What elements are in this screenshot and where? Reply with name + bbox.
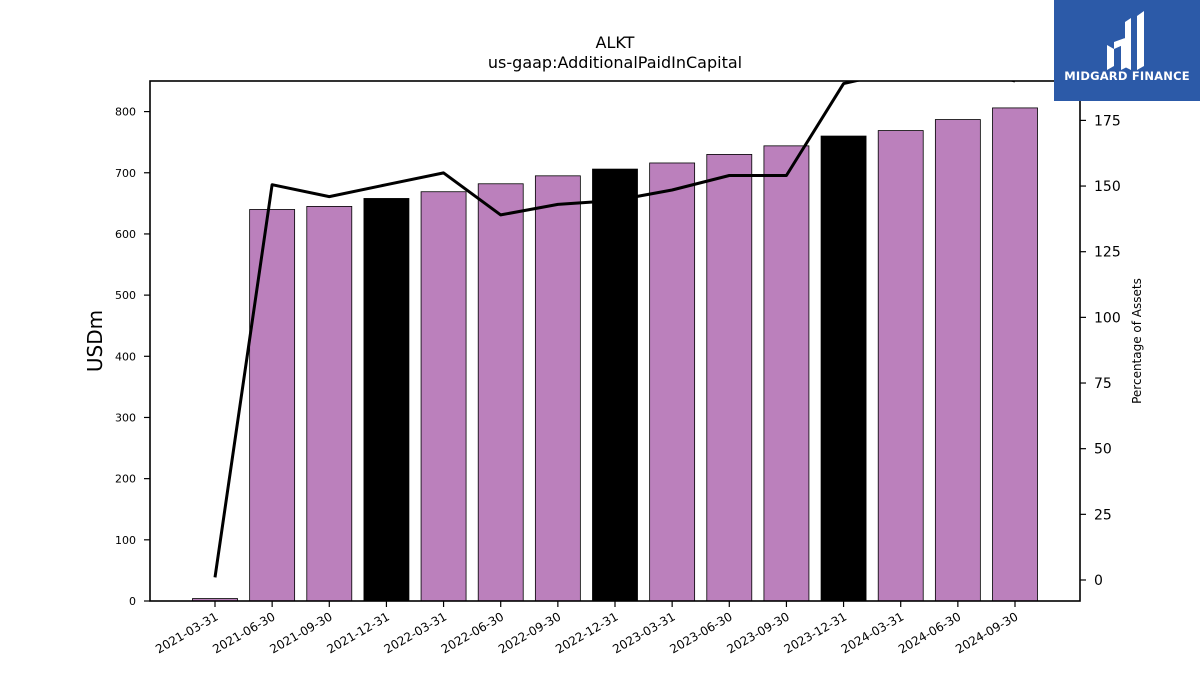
x-tick-label: 2022-03-31 (382, 609, 449, 656)
bar-2022-12-31 (592, 168, 638, 602)
bar-2022-09-30 (534, 175, 581, 602)
y2-tick-label: 50 (1094, 442, 1112, 458)
y2-tick-label: 0 (1094, 573, 1103, 589)
bar-2022-06-30 (477, 183, 524, 602)
y-tick-label: 600 (115, 228, 136, 241)
y-tick-label: 400 (115, 350, 136, 363)
y-tick-label: 0 (129, 595, 136, 608)
bar-2024-09-30 (992, 107, 1038, 602)
x-tick-label: 2022-09-30 (496, 609, 563, 656)
bar-2021-09-30 (306, 206, 353, 602)
x-tick-label: 2023-09-30 (725, 609, 792, 656)
y2-tick-label: 100 (1094, 310, 1121, 326)
x-tick-label: 2023-03-31 (610, 609, 677, 656)
bar-2024-03-31 (877, 130, 924, 602)
right-axis: 0 25 50 75 100 125 150 175 (1080, 113, 1121, 589)
bar-2021-12-31 (363, 198, 410, 602)
y2-tick-label: 150 (1094, 179, 1121, 195)
y-tick-label: 100 (115, 534, 136, 547)
bar-2024-06-30 (934, 119, 981, 602)
x-tick-label: 2024-09-30 (953, 609, 1020, 656)
x-tick-label: 2021-03-31 (153, 609, 220, 656)
x-tick-label: 2021-09-30 (267, 609, 334, 656)
y-tick-label: 300 (115, 411, 136, 424)
x-axis: 2021-03-312021-06-302021-09-302021-12-31… (153, 601, 1021, 656)
bar-series (192, 107, 1038, 602)
percentage-line (213, 81, 1015, 578)
x-tick-label: 2023-06-30 (667, 609, 734, 656)
midgard-finance-logo: MIDGARD FINANCE (1054, 0, 1200, 101)
x-tick-label: 2021-12-31 (325, 609, 392, 656)
chart-title: ALKT (596, 33, 635, 52)
y-tick-label: 800 (115, 106, 136, 119)
y-tick-label: 500 (115, 289, 136, 302)
bar-2023-12-31 (820, 135, 867, 602)
bar-2023-06-30 (706, 154, 753, 602)
y2-tick-label: 75 (1094, 376, 1112, 392)
y2-tick-label: 125 (1094, 245, 1121, 261)
x-tick-label: 2024-06-30 (896, 609, 963, 656)
x-tick-label: 2022-06-30 (439, 609, 506, 656)
x-tick-label: 2024-03-31 (839, 609, 906, 656)
left-axis: 0 100 200 300 400 500 600 700 800 (115, 106, 150, 608)
x-tick-label: 2021-06-30 (210, 609, 277, 656)
y2-tick-label: 25 (1094, 507, 1112, 523)
bar-2021-06-30 (249, 209, 296, 602)
logo-text: MIDGARD FINANCE (1064, 69, 1190, 83)
y-tick-label: 200 (115, 473, 136, 486)
bar-2023-09-30 (763, 145, 810, 602)
bar-2023-03-31 (649, 162, 696, 602)
line-series (213, 81, 1015, 578)
chart-subtitle: us-gaap:AdditionalPaidInCapital (488, 53, 742, 72)
bar-2022-03-31 (420, 191, 467, 602)
x-tick-label: 2022-12-31 (553, 609, 620, 656)
logo-mark-icon (1107, 11, 1144, 70)
y2-tick-label: 175 (1094, 113, 1121, 129)
y-axis-label: USDm (83, 310, 107, 372)
x-tick-label: 2023-12-31 (782, 609, 849, 656)
y-tick-label: 700 (115, 167, 136, 180)
y2-axis-label: Percentage of Assets (1130, 278, 1144, 404)
